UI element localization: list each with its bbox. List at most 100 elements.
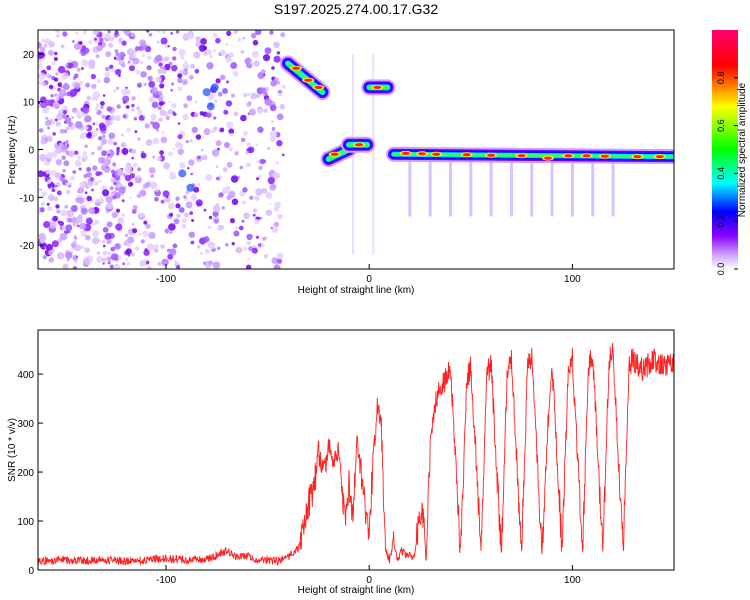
noise-speck [109, 64, 114, 70]
noise-speck [62, 168, 66, 173]
noise-speck [51, 188, 56, 193]
noise-speck [124, 174, 132, 182]
noise-speck [115, 244, 120, 249]
noise-speck [77, 187, 85, 194]
noise-speck [102, 250, 108, 256]
noise-speck [182, 62, 190, 70]
noise-speck [58, 142, 64, 148]
noise-speck [112, 162, 116, 167]
noise-speck [125, 89, 131, 95]
noise-speck [228, 128, 235, 135]
y-tick-label: 200 [17, 468, 34, 479]
snr-line [38, 342, 674, 566]
noise-speck [148, 96, 155, 103]
noise-speck [51, 240, 59, 248]
noise-speck [260, 69, 266, 75]
noise-speck [53, 56, 59, 62]
colorbar-tick-label: 0.4 [716, 167, 726, 180]
noise-speck [84, 126, 89, 130]
vertical-streak [570, 159, 574, 217]
noise-speck [270, 119, 275, 124]
noise-speck [127, 236, 135, 244]
noise-speck [47, 194, 55, 202]
noise-speck [157, 106, 162, 111]
noise-speck [156, 40, 160, 44]
noise-speck [230, 93, 236, 98]
noise-speck [116, 86, 120, 91]
noise-speck [68, 182, 73, 186]
hot-spot-core [418, 152, 427, 156]
noise-speck [38, 80, 44, 85]
noise-speck [66, 209, 74, 218]
noise-speck [195, 134, 202, 140]
noise-speck [48, 49, 54, 56]
noise-speck [122, 95, 130, 103]
hot-spot-core [330, 152, 339, 156]
noise-speck [97, 156, 105, 164]
noise-speck [167, 45, 170, 48]
noise-speck [128, 181, 134, 187]
noise-speck [177, 86, 183, 92]
noise-speck [125, 165, 132, 173]
noise-speck [160, 136, 168, 144]
noise-speck [108, 132, 116, 140]
noise-speck [184, 60, 188, 63]
noise-speck [228, 190, 236, 198]
hot-spot-core [655, 155, 664, 159]
x-tick-label: 100 [564, 575, 581, 586]
noise-speck [92, 30, 100, 36]
noise-speck [243, 93, 247, 98]
noise-speck [64, 142, 68, 146]
noise-speck [177, 148, 184, 155]
noise-speck [130, 252, 136, 257]
vertical-streak [509, 159, 513, 217]
noise-speck [72, 255, 78, 261]
noise-speck [110, 246, 116, 252]
noise-speck [193, 51, 201, 59]
noise-speck [155, 76, 162, 83]
noise-speck [105, 165, 109, 169]
noise-speck [82, 106, 90, 114]
x-tick-label: -100 [156, 274, 176, 285]
noise-speck [55, 204, 60, 209]
noise-speck [228, 57, 232, 62]
noise-speck [255, 235, 259, 239]
noise-speck [276, 51, 281, 55]
noise-speck [113, 89, 117, 93]
noise-speck [222, 88, 228, 94]
noise-speck [215, 78, 221, 84]
noise-speck [81, 59, 88, 67]
noise-speck [38, 41, 42, 49]
noise-speck [171, 102, 177, 109]
noise-speck [257, 108, 264, 114]
noise-speck [147, 75, 153, 82]
noise-speck [72, 40, 75, 43]
noise-speck [39, 154, 47, 162]
noise-speck [74, 82, 81, 90]
noise-speck [159, 109, 166, 116]
noise-speck [102, 226, 109, 233]
noise-speck [50, 151, 58, 158]
noise-speck [136, 82, 143, 88]
noise-speck [206, 61, 214, 70]
noise-speck [277, 213, 283, 220]
noise-speck [83, 30, 87, 35]
noise-speck [139, 60, 144, 65]
noise-speck [108, 42, 114, 48]
noise-speck [269, 30, 274, 35]
noise-speck [203, 128, 211, 136]
noise-speck [53, 77, 59, 82]
noise-speck [212, 32, 218, 38]
noise-speck [80, 67, 84, 70]
noise-speck [158, 117, 163, 122]
noise-speck [138, 233, 142, 237]
noise-speck [116, 169, 124, 177]
noise-speck [73, 43, 81, 50]
noise-speck [237, 37, 242, 42]
noise-speck [67, 217, 73, 223]
noise-speck [197, 245, 201, 249]
noise-speck [144, 123, 150, 129]
noise-speck [219, 74, 226, 81]
noise-speck [131, 148, 137, 154]
noise-speck [96, 44, 103, 52]
